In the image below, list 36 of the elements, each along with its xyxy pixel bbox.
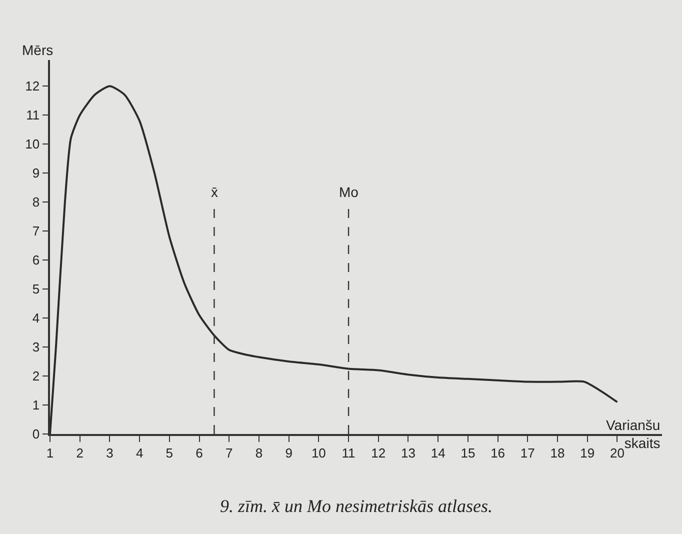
y-tick-label: 10 bbox=[25, 136, 40, 152]
y-tick-label: 6 bbox=[32, 252, 40, 268]
x-tick-label: 13 bbox=[401, 445, 416, 460]
y-axis-title: Mērs bbox=[22, 42, 54, 58]
y-tick-label: 11 bbox=[26, 108, 40, 123]
x-tick-label: 3 bbox=[106, 445, 114, 460]
x-tick-label: 11 bbox=[342, 445, 356, 460]
x-tick-label: 6 bbox=[196, 445, 203, 460]
x-tick-label: 4 bbox=[136, 445, 144, 460]
x-tick-label: 9 bbox=[285, 445, 292, 460]
x-tick-label: 2 bbox=[76, 445, 84, 460]
x-tick-label: 8 bbox=[255, 445, 263, 460]
y-tick-label: 4 bbox=[32, 310, 40, 326]
x-tick-label: 7 bbox=[226, 445, 233, 460]
ref-line-label: x̄ bbox=[211, 184, 218, 200]
x-tick-label: 15 bbox=[460, 445, 476, 460]
text: 9. zīm. x̄ un Mo nesimetriskās atlases. bbox=[220, 496, 492, 516]
y-tick-label: 2 bbox=[32, 368, 40, 384]
ref-line-label: Mo bbox=[339, 184, 359, 200]
y-tick-label: 0 bbox=[32, 426, 40, 442]
x-tick-label: 16 bbox=[490, 445, 506, 460]
y-tick-label: 3 bbox=[32, 340, 40, 355]
x-tick-label: 17 bbox=[520, 445, 535, 460]
x-tick-label: 12 bbox=[371, 445, 386, 460]
y-tick-label: 9 bbox=[32, 166, 40, 181]
y-tick-label: 1 bbox=[32, 398, 40, 413]
x-tick-label: 1 bbox=[46, 445, 54, 460]
y-tick-label: 8 bbox=[32, 194, 40, 210]
x-tick-label: 14 bbox=[430, 445, 446, 460]
y-tick-label: 5 bbox=[32, 282, 40, 297]
x-tick-label: 5 bbox=[166, 445, 174, 460]
x-tick-label: 18 bbox=[550, 445, 565, 460]
x-tick-label: 19 bbox=[580, 445, 595, 460]
y-tick-label: 12 bbox=[25, 78, 40, 94]
y-tick-label: 7 bbox=[32, 224, 40, 239]
x-tick-label: 10 bbox=[311, 445, 326, 460]
